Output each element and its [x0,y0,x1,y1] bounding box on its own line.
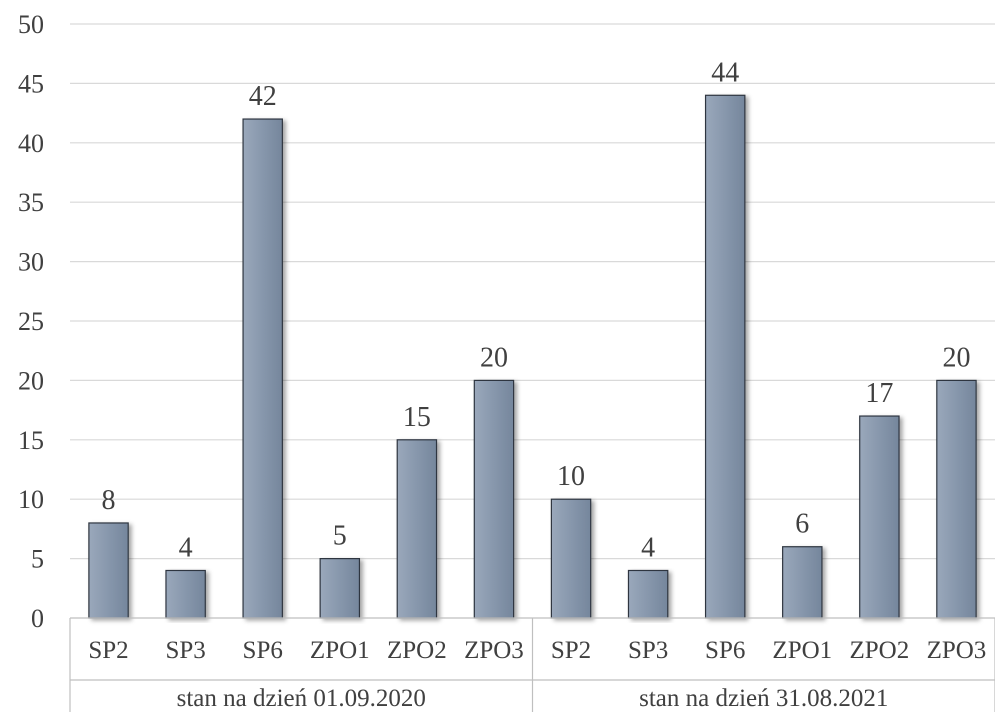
x-group-label: stan na dzień 01.09.2020 [177,685,426,712]
bar [782,546,823,619]
gridlines [70,23,995,560]
data-label: 8 [102,485,116,516]
bar [319,557,361,619]
bars [88,94,977,619]
x-category-label: SP6 [243,637,283,664]
x-category-label: SP6 [705,637,745,664]
y-tick-label: 40 [18,129,44,158]
y-tick-label: 35 [18,188,44,217]
data-label: 6 [795,509,809,540]
data-label: 20 [942,342,970,373]
y-tick-label: 15 [18,426,44,455]
y-tick-label: 10 [18,485,44,514]
data-label: 44 [711,57,739,88]
data-label: 15 [403,402,431,433]
bar [242,118,283,619]
data-label: 17 [865,378,893,409]
data-label: 20 [480,342,508,373]
x-category-label: ZPO3 [927,637,987,664]
bar [936,379,977,619]
bar [704,94,746,619]
bar [550,498,592,619]
y-tick-label: 50 [18,10,44,39]
data-label: 42 [249,81,277,112]
x-category-label: SP3 [628,637,668,664]
bar [627,569,669,619]
x-category-label: ZPO1 [772,637,832,664]
y-tick-label: 0 [31,604,44,633]
x-category-label: ZPO2 [850,637,910,664]
x-category-label: SP2 [551,637,591,664]
data-label: 4 [641,532,655,563]
bar [859,415,900,619]
x-category-label: ZPO1 [310,637,370,664]
data-label: 10 [557,461,585,492]
x-category-label: ZPO3 [464,637,524,664]
y-tick-label: 25 [18,307,44,336]
bar [473,379,515,619]
x-group-label: stan na dzień 31.08.2021 [639,685,888,712]
bar [88,522,129,619]
y-tick-label: 45 [18,69,44,98]
x-category-label: SP2 [88,637,128,664]
bar [165,569,206,619]
y-axis-tick-labels: 0 5 10 15 20 25 30 35 40 45 50 [18,10,44,633]
x-axis: SP2 SP3 SP6 ZPO1 ZPO2 ZPO3 stan na dzień 01.09… [69,617,995,712]
bar [396,439,438,619]
y-tick-label: 20 [18,366,44,395]
y-tick-label: 5 [31,545,44,574]
data-label: 5 [333,521,347,552]
data-label: 4 [179,532,193,563]
x-category-label: SP3 [165,637,205,664]
y-tick-label: 30 [18,248,44,277]
x-category-label: ZPO2 [387,637,447,664]
